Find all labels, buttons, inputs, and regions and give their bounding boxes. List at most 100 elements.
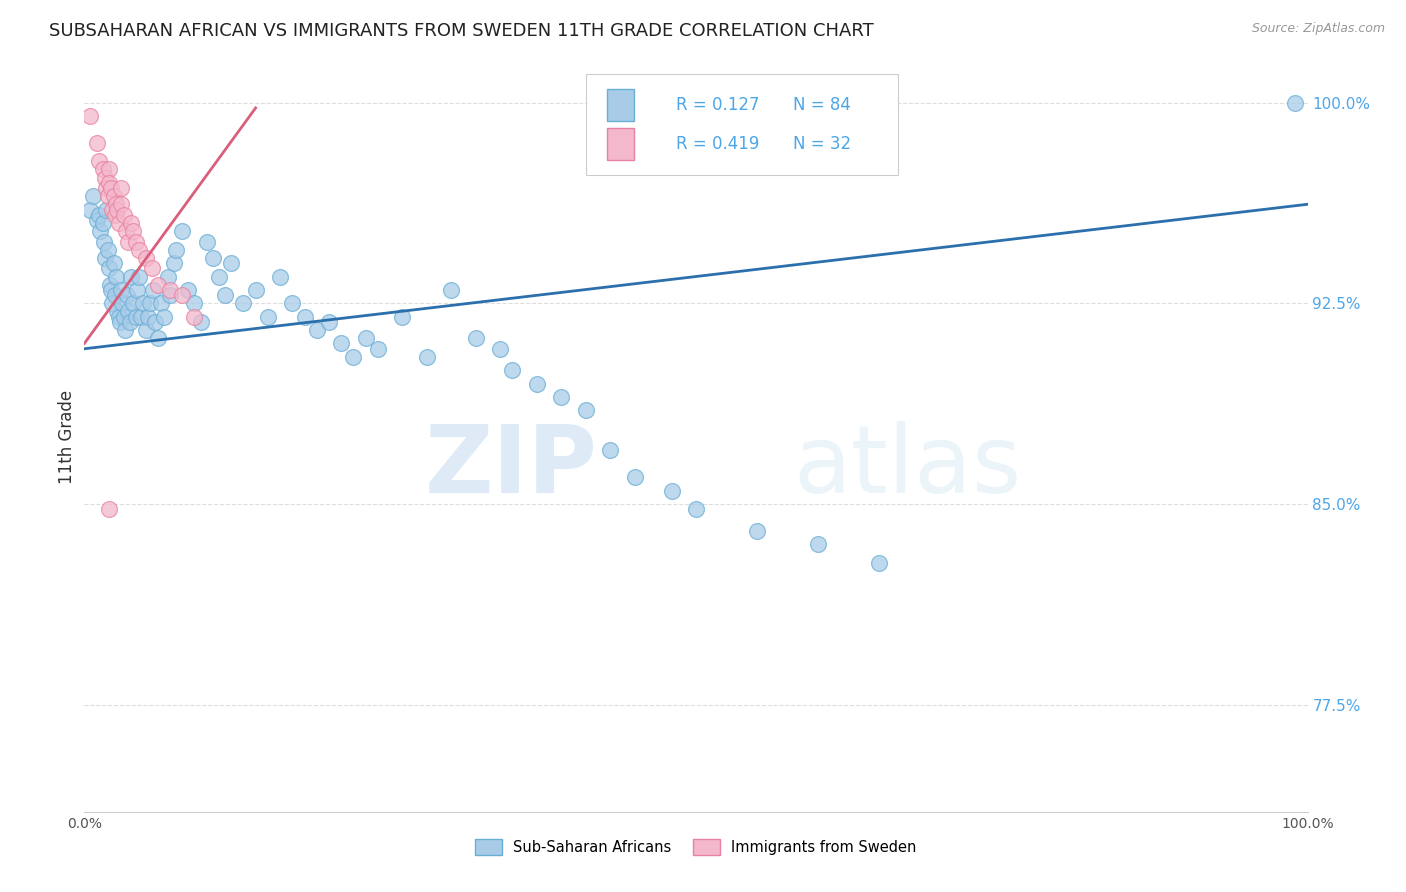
Point	[172, 288, 194, 302]
Point	[177, 283, 200, 297]
Point	[112, 208, 135, 222]
Point	[110, 283, 132, 297]
Text: SUBSAHARAN AFRICAN VS IMMIGRANTS FROM SWEDEN 11TH GRADE CORRELATION CHART: SUBSAHARAN AFRICAN VS IMMIGRANTS FROM SW…	[49, 22, 875, 40]
Text: N = 32: N = 32	[793, 135, 851, 153]
Point	[367, 342, 389, 356]
Point	[86, 136, 108, 150]
Point	[318, 315, 340, 329]
Point	[440, 283, 463, 297]
Point	[159, 283, 181, 297]
Point	[125, 283, 148, 297]
Point	[87, 154, 110, 169]
Point	[172, 224, 194, 238]
Point	[97, 162, 120, 177]
Point	[125, 235, 148, 249]
Point	[281, 296, 304, 310]
Point	[117, 235, 139, 249]
Point	[94, 251, 117, 265]
Point	[245, 283, 267, 297]
Point	[132, 296, 155, 310]
Point	[165, 243, 187, 257]
Point	[128, 243, 150, 257]
Point	[120, 269, 142, 284]
Point	[156, 269, 179, 284]
Point	[89, 224, 111, 238]
Point	[550, 390, 572, 404]
Point	[141, 261, 163, 276]
Point	[118, 315, 141, 329]
Point	[135, 251, 157, 265]
Point	[526, 376, 548, 391]
Point	[79, 109, 101, 123]
Point	[94, 170, 117, 185]
Point	[82, 189, 104, 203]
Point	[101, 296, 124, 310]
Point	[330, 336, 353, 351]
Point	[305, 323, 328, 337]
Point	[115, 224, 138, 238]
Point	[219, 256, 242, 270]
Point	[232, 296, 254, 310]
Point	[97, 189, 120, 203]
Text: Source: ZipAtlas.com: Source: ZipAtlas.com	[1251, 22, 1385, 36]
Point	[575, 403, 598, 417]
Point	[125, 310, 148, 324]
FancyBboxPatch shape	[606, 128, 634, 160]
Point	[136, 310, 159, 324]
Point	[139, 296, 162, 310]
Point	[107, 310, 129, 324]
Point	[1284, 95, 1306, 110]
Point	[112, 310, 135, 324]
Point	[502, 363, 524, 377]
Text: atlas: atlas	[794, 421, 1022, 513]
Point	[96, 202, 118, 217]
Point	[122, 224, 145, 238]
Point	[624, 470, 647, 484]
Legend: Sub-Saharan Africans, Immigrants from Sweden: Sub-Saharan Africans, Immigrants from Sw…	[470, 833, 922, 861]
Point	[685, 502, 707, 516]
Point	[104, 288, 127, 302]
Point	[105, 269, 128, 284]
Point	[489, 342, 512, 356]
Point	[869, 556, 891, 570]
Point	[269, 269, 291, 284]
Point	[391, 310, 413, 324]
Point	[159, 288, 181, 302]
Point	[96, 181, 118, 195]
Point	[120, 216, 142, 230]
Point	[342, 350, 364, 364]
Point	[97, 502, 120, 516]
Text: R = 0.127: R = 0.127	[676, 96, 759, 114]
Point	[201, 251, 224, 265]
Point	[208, 269, 231, 284]
Point	[183, 296, 205, 310]
Point	[214, 288, 236, 302]
Point	[183, 310, 205, 324]
Point	[115, 288, 138, 302]
FancyBboxPatch shape	[606, 89, 634, 121]
Point	[114, 323, 136, 337]
Point	[97, 176, 120, 190]
Point	[661, 483, 683, 498]
Point	[122, 296, 145, 310]
Text: ZIP: ZIP	[425, 421, 598, 513]
Point	[97, 261, 120, 276]
Point	[117, 304, 139, 318]
Point	[111, 296, 134, 310]
Point	[747, 524, 769, 538]
Point	[87, 208, 110, 222]
Point	[599, 443, 621, 458]
Point	[100, 181, 122, 195]
Point	[103, 189, 125, 203]
Point	[98, 277, 121, 292]
Text: N = 84: N = 84	[793, 96, 851, 114]
Point	[108, 315, 131, 329]
Point	[105, 197, 128, 211]
Point	[143, 315, 166, 329]
Point	[107, 216, 129, 230]
Point	[110, 181, 132, 195]
Point	[128, 269, 150, 284]
Point	[105, 202, 128, 217]
Point	[153, 310, 176, 324]
Point	[416, 350, 439, 364]
